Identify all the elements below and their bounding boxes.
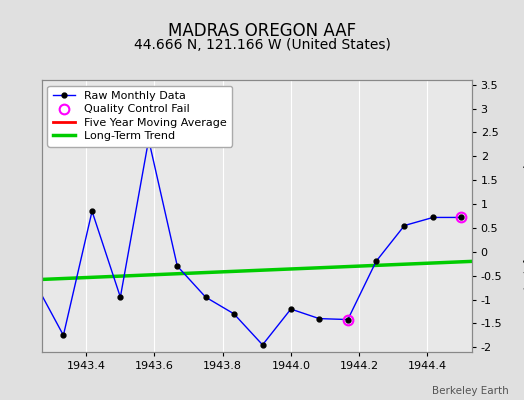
Raw Monthly Data (430, 215, 436, 220)
Y-axis label: Temperature Anomaly (°C): Temperature Anomaly (°C) (522, 142, 524, 290)
Raw Monthly Data (146, 137, 152, 142)
Raw Monthly Data (231, 312, 237, 316)
Line: Quality Control Fail: Quality Control Fail (343, 212, 466, 324)
Text: 44.666 N, 121.166 W (United States): 44.666 N, 121.166 W (United States) (134, 38, 390, 52)
Text: Berkeley Earth: Berkeley Earth (432, 386, 508, 396)
Line: Raw Monthly Data: Raw Monthly Data (32, 137, 464, 347)
Raw Monthly Data (259, 342, 266, 347)
Raw Monthly Data (117, 295, 124, 300)
Raw Monthly Data (60, 333, 67, 338)
Raw Monthly Data (89, 209, 95, 214)
Raw Monthly Data (174, 264, 180, 268)
Raw Monthly Data (288, 307, 294, 312)
Quality Control Fail (458, 215, 464, 220)
Raw Monthly Data (202, 295, 209, 300)
Raw Monthly Data (401, 223, 408, 228)
Legend: Raw Monthly Data, Quality Control Fail, Five Year Moving Average, Long-Term Tren: Raw Monthly Data, Quality Control Fail, … (48, 86, 233, 147)
Text: MADRAS OREGON AAF: MADRAS OREGON AAF (168, 22, 356, 40)
Raw Monthly Data (345, 317, 351, 322)
Raw Monthly Data (316, 316, 322, 321)
Raw Monthly Data (32, 280, 38, 285)
Raw Monthly Data (458, 215, 464, 220)
Quality Control Fail (345, 317, 351, 322)
Raw Monthly Data (373, 259, 379, 264)
